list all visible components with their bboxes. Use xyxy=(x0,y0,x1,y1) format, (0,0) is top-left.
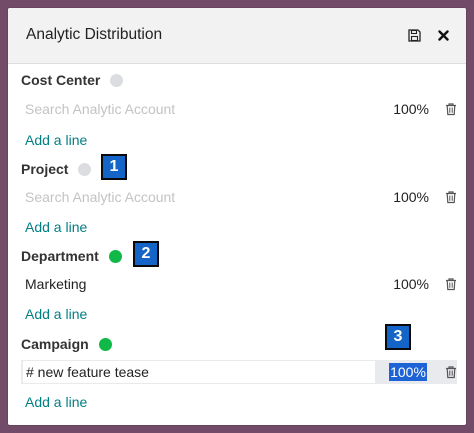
status-dot xyxy=(108,249,122,263)
annotation-marker-1: 1 xyxy=(101,154,127,180)
group-label: Department xyxy=(21,248,99,264)
group-campaign: Campaign xyxy=(21,334,112,354)
group-cost-center: Cost Center xyxy=(21,70,124,90)
distribution-line-campaign: # new feature tease 100% xyxy=(21,360,457,384)
delete-line-button[interactable] xyxy=(444,277,458,291)
add-line-link[interactable]: Add a line xyxy=(25,394,88,410)
annotation-marker-2: 2 xyxy=(133,241,159,267)
add-line-link[interactable]: Add a line xyxy=(25,306,88,322)
analytic-account-input-box[interactable]: # new feature tease xyxy=(23,361,375,383)
add-line-link[interactable]: Add a line xyxy=(25,132,88,148)
group-project: Project xyxy=(21,159,92,179)
close-button[interactable] xyxy=(434,26,452,44)
trash-icon xyxy=(446,191,456,204)
analytic-account-input[interactable]: # new feature tease xyxy=(26,364,149,380)
trash-icon xyxy=(446,103,456,116)
delete-line-button[interactable] xyxy=(444,365,458,379)
dialog-title: Analytic Distribution xyxy=(26,26,163,43)
analytic-account-input[interactable]: Marketing xyxy=(25,276,87,292)
trash-icon xyxy=(446,366,456,379)
dialog-header: Analytic Distribution xyxy=(8,8,466,64)
group-department: Department xyxy=(21,246,122,266)
delete-line-button[interactable] xyxy=(444,190,458,204)
save-button[interactable] xyxy=(405,26,423,44)
close-icon xyxy=(437,29,449,41)
floppy-disk-icon xyxy=(407,28,421,42)
add-line-link[interactable]: Add a line xyxy=(25,219,88,235)
analytic-account-input[interactable]: Search Analytic Account xyxy=(25,101,176,117)
analytic-account-input[interactable]: Search Analytic Account xyxy=(25,189,176,205)
annotation-marker-3: 3 xyxy=(385,324,411,350)
status-dot xyxy=(78,162,92,176)
status-dot xyxy=(98,337,112,351)
percentage-value[interactable]: 100% xyxy=(393,276,429,292)
distribution-line-cost-center: Search Analytic Account 100% xyxy=(21,97,457,121)
percentage-value[interactable]: 100% xyxy=(393,189,429,205)
percentage-value[interactable]: 100% xyxy=(393,101,429,117)
distribution-line-project: Search Analytic Account 100% xyxy=(21,185,457,209)
analytic-distribution-dialog: Analytic Distribution Cost Center Search… xyxy=(8,8,466,425)
group-label: Cost Center xyxy=(21,72,101,88)
delete-line-button[interactable] xyxy=(444,102,458,116)
percentage-input[interactable]: 100% xyxy=(389,363,427,381)
group-label: Project xyxy=(21,161,69,177)
distribution-line-department: Marketing 100% xyxy=(21,272,457,296)
group-label: Campaign xyxy=(21,336,89,352)
trash-icon xyxy=(446,278,456,291)
status-dot xyxy=(110,73,124,87)
